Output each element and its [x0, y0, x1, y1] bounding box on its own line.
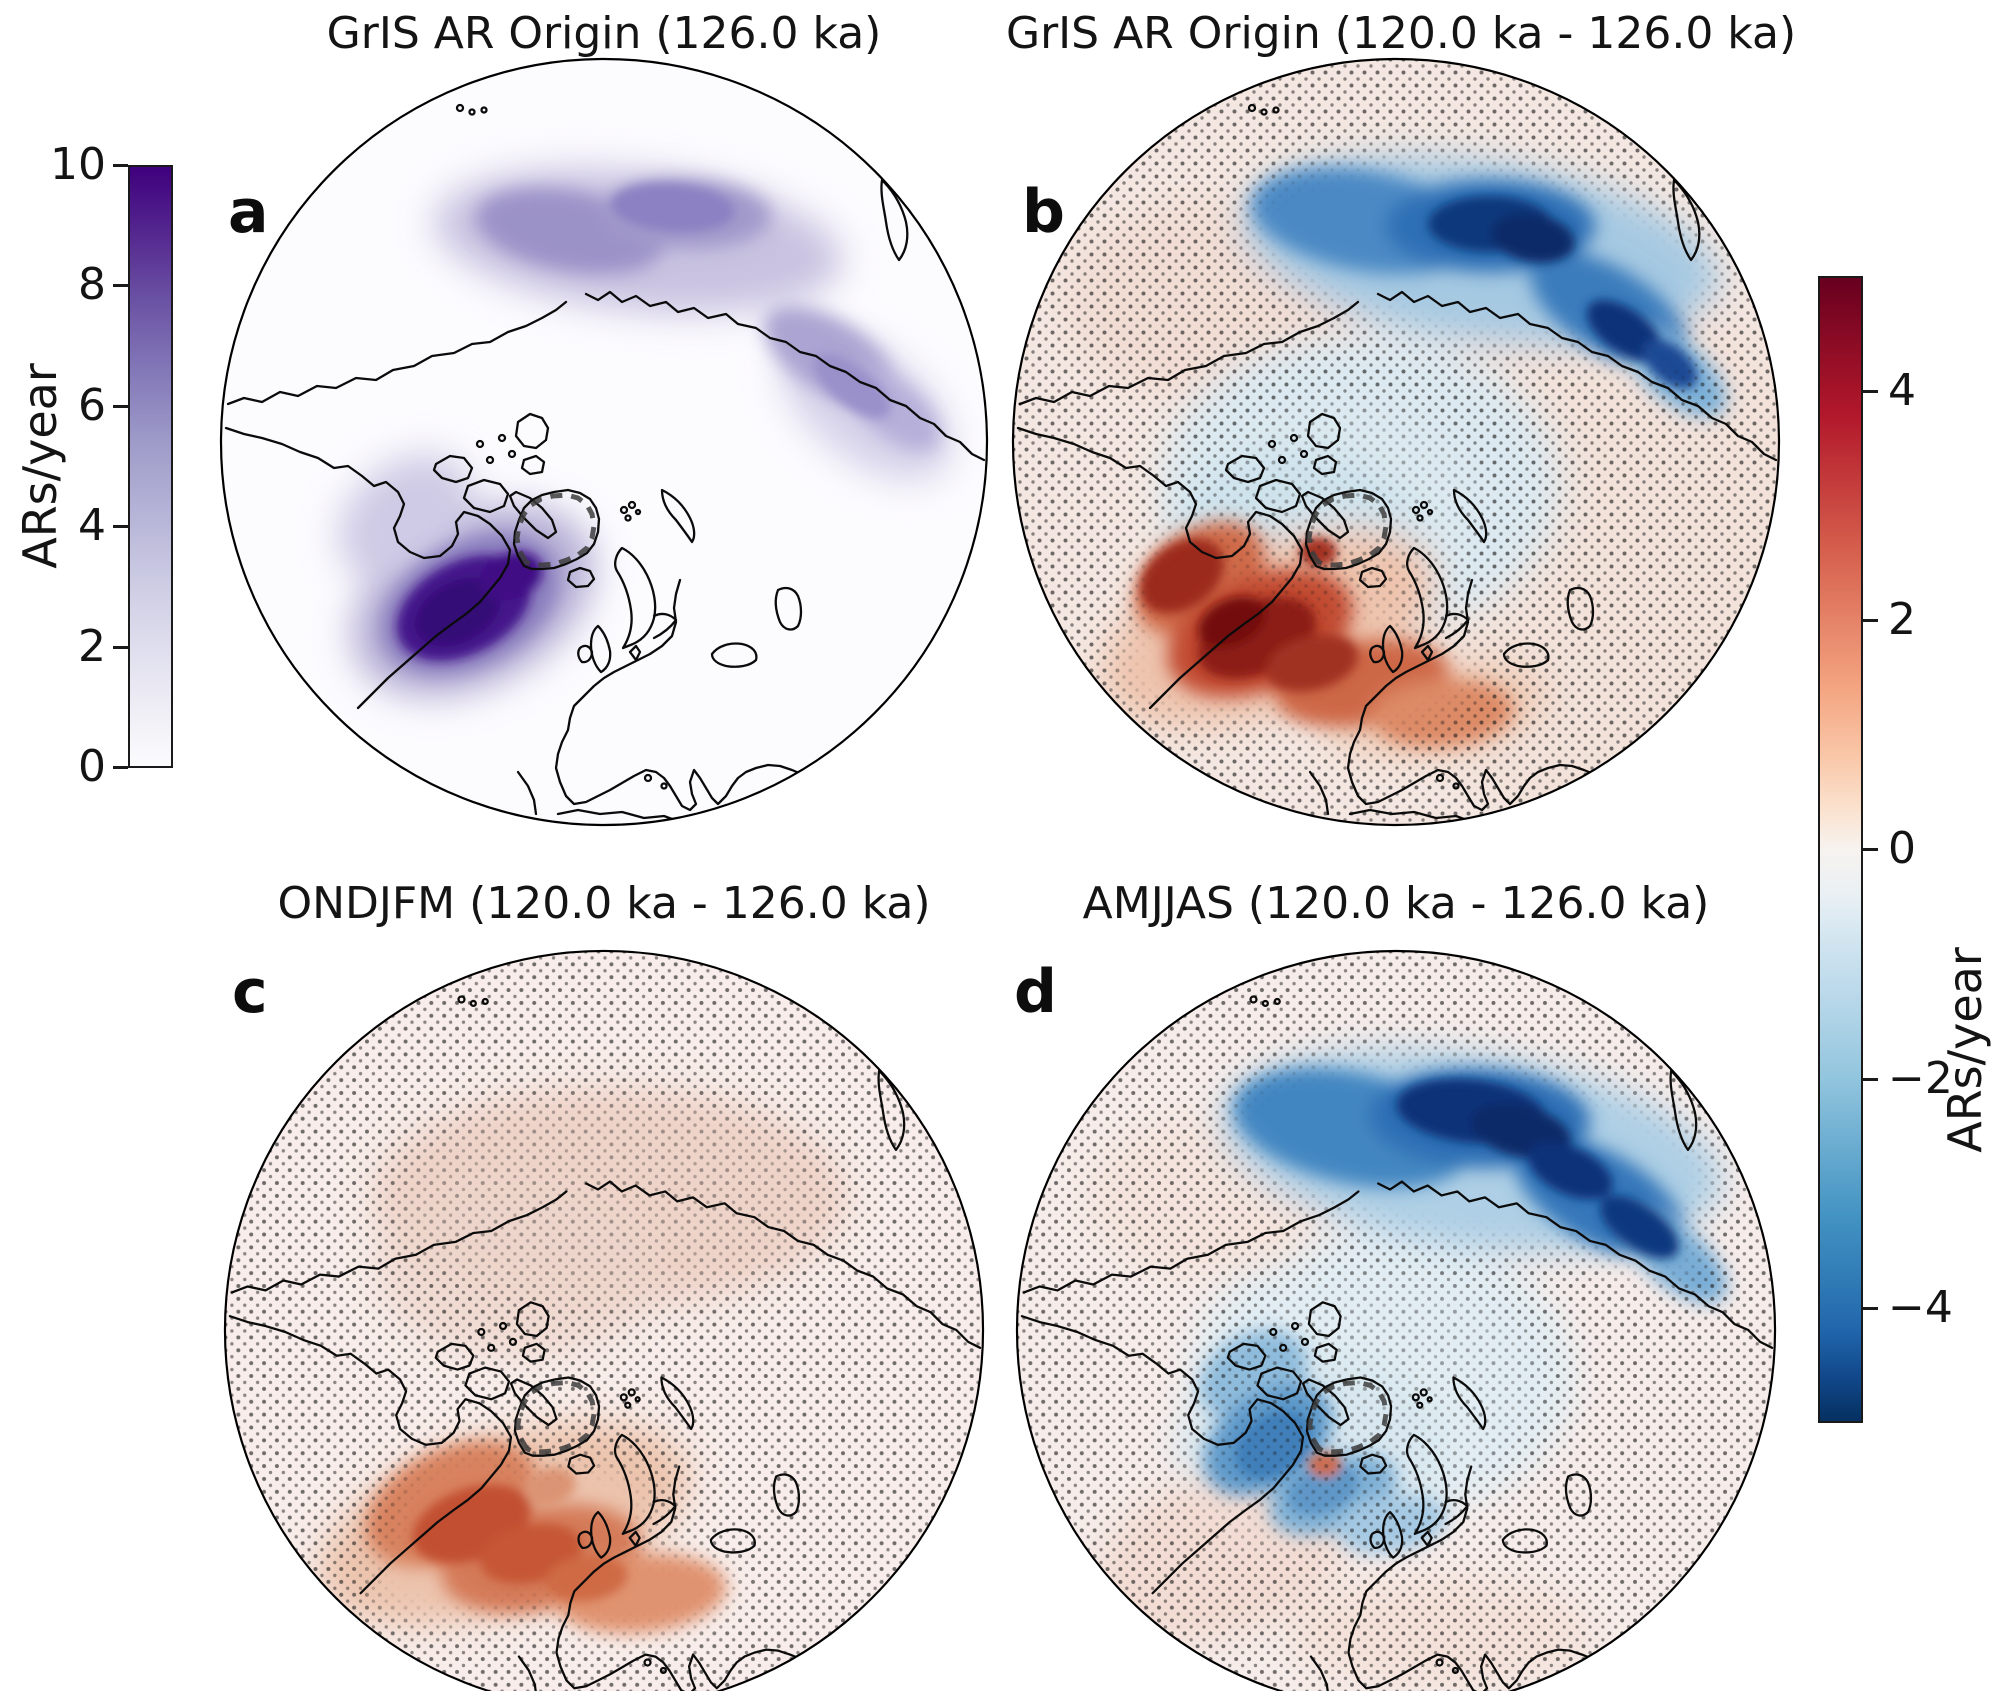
- map-rim: [219, 57, 989, 827]
- panel-b-letter: b: [1022, 177, 1065, 247]
- left-colorbar-tick: [113, 405, 128, 408]
- stipple-overlay: [1016, 950, 1776, 1691]
- left-colorbar-tick-label: 6: [78, 380, 106, 431]
- panel-b-title: GrIS AR Origin (120.0 ka - 126.0 ka): [1006, 8, 1797, 59]
- panel-c-map: [223, 949, 985, 1691]
- left-colorbar-tick: [113, 646, 128, 649]
- right-colorbar-tick-label: 2: [1888, 594, 1916, 645]
- left-colorbar-tick: [113, 525, 128, 528]
- panel-d-title: AMJJAS (120.0 ka - 126.0 ka): [1082, 878, 1710, 929]
- right-colorbar-tick: [1863, 1078, 1878, 1081]
- panel-d-map: [1015, 949, 1777, 1691]
- panel-c-title: ONDJFM (120.0 ka - 126.0 ka): [277, 878, 931, 929]
- left-colorbar-tick: [113, 766, 128, 769]
- left-colorbar-axis-label: ARs/year: [13, 363, 67, 569]
- left-colorbar-tick-label: 2: [78, 621, 106, 672]
- right-colorbar-tick: [1863, 390, 1878, 393]
- stipple-overlay: [224, 950, 984, 1691]
- right-colorbar-tick-label: −2: [1888, 1053, 1953, 1104]
- left-colorbar-tick-label: 4: [78, 500, 106, 551]
- left-colorbar-tick-label: 0: [78, 741, 106, 792]
- map-rim: [1011, 57, 1781, 827]
- right-colorbar-tick-label: 0: [1888, 823, 1916, 874]
- panel-b-map: [1011, 57, 1781, 827]
- panel-a-title: GrIS AR Origin (126.0 ka): [326, 8, 882, 59]
- left-colorbar-tick-label: 10: [50, 139, 106, 190]
- right-colorbar-tick-label: 4: [1888, 365, 1916, 416]
- map-rim: [1015, 949, 1777, 1691]
- right-colorbar-tick-label: −4: [1888, 1282, 1953, 1333]
- left-colorbar-tick-label: 8: [78, 259, 106, 310]
- right-colorbar-tick: [1863, 1307, 1878, 1310]
- left-colorbar-tick: [113, 284, 128, 287]
- right-colorbar: [1818, 276, 1863, 1423]
- right-colorbar-tick: [1863, 619, 1878, 622]
- left-colorbar: [128, 165, 173, 768]
- panel-a-letter: a: [228, 177, 269, 247]
- panel-c-letter: c: [232, 957, 268, 1027]
- stipple-overlay: [1013, 59, 1779, 825]
- panel-a-map: [219, 57, 989, 827]
- panel-d-letter: d: [1014, 957, 1057, 1027]
- map-rim: [223, 949, 985, 1691]
- right-colorbar-tick: [1863, 848, 1878, 851]
- right-colorbar-axis-label: ARs/year: [1938, 947, 1992, 1153]
- left-colorbar-tick: [113, 164, 128, 167]
